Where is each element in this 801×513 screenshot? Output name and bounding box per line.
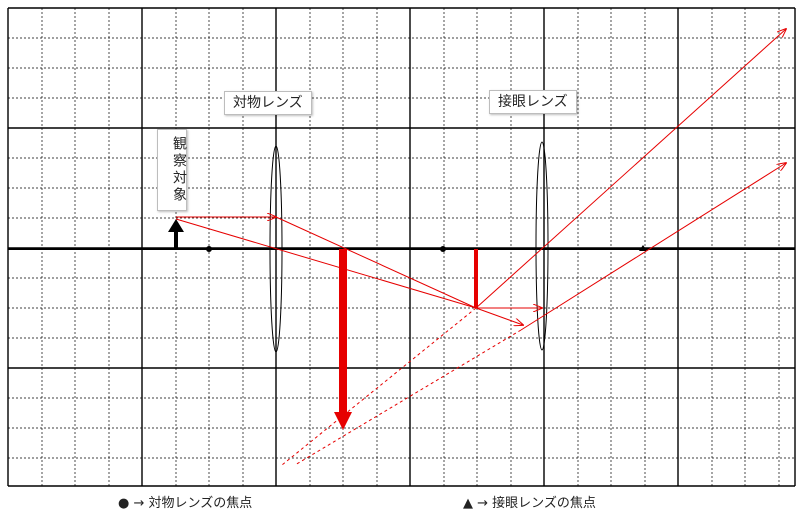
legend-eyepiece-focus: ▲ → 接眼レンズの焦点 [463,496,596,511]
eyepiece-lens [535,141,549,351]
eyepiece-focus-point [639,245,647,251]
objective-lens-label: 対物レンズ [224,91,312,115]
legend-objective-focus: ● → 対物レンズの焦点 [118,496,253,511]
real-image-arrow [334,249,352,430]
objective-focus-point-right [440,246,446,252]
ray-through-center [175,218,477,309]
ray-eyepiece-out-lower [520,163,786,331]
ray-objective-refracted [275,216,477,309]
objective-lens [269,145,283,353]
virtual-ray-1 [281,307,477,466]
grid [7,7,796,487]
eyepiece-lens-label: 接眼レンズ [489,90,577,114]
ray-toward-eyepiece-short [475,307,523,325]
ray-eyepiece-out-upper [475,29,786,309]
virtual-ray-2 [294,329,522,466]
object-arrow [168,219,184,249]
objective-focus-point-left [206,246,212,252]
rays [175,29,786,466]
object-label: 観察対象 [157,129,187,211]
